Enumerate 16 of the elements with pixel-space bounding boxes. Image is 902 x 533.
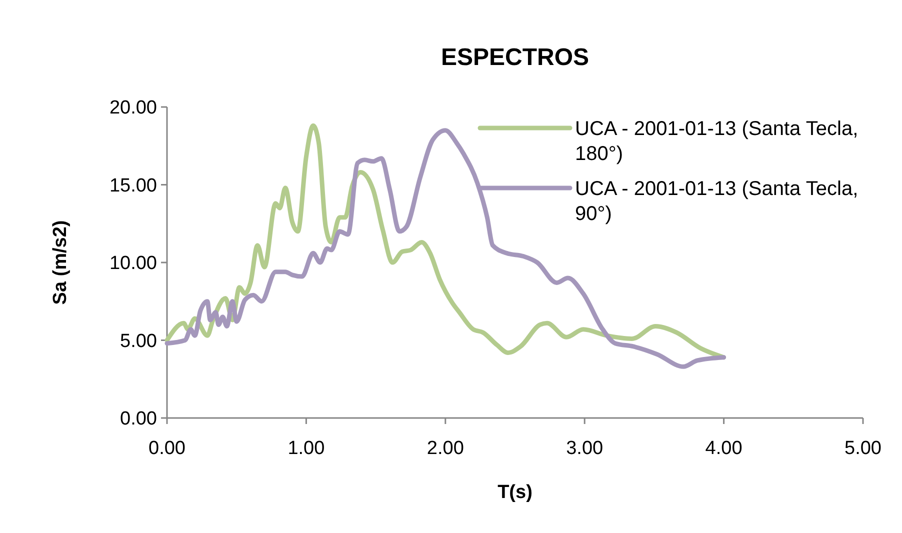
y-axis-title: Sa (m/s2): [50, 220, 71, 305]
chart-title: ESPECTROS: [440, 44, 590, 71]
y-tick-label: 0.00: [120, 408, 157, 430]
y-tick-label: 20.00: [109, 98, 157, 119]
y-tick-label: 5.00: [120, 330, 157, 352]
x-axis-title: T(s): [498, 482, 532, 503]
x-tick-label: 0.00: [148, 438, 186, 459]
y-tick-label: 10.00: [109, 253, 157, 274]
y-tick-label: 15.00: [109, 175, 157, 196]
x-tick-label: 2.00: [426, 438, 464, 459]
x-tick-label: 5.00: [844, 438, 882, 459]
legend-label: UCA - 2001-01-13 (Santa Tecla, 90°): [575, 178, 858, 225]
x-tick-label: 3.00: [566, 438, 604, 459]
legend-label: UCA - 2001-01-13 (Santa Tecla, 180°): [575, 118, 858, 165]
x-tick-label: 4.00: [705, 438, 742, 459]
x-tick-label: 1.00: [288, 438, 325, 459]
